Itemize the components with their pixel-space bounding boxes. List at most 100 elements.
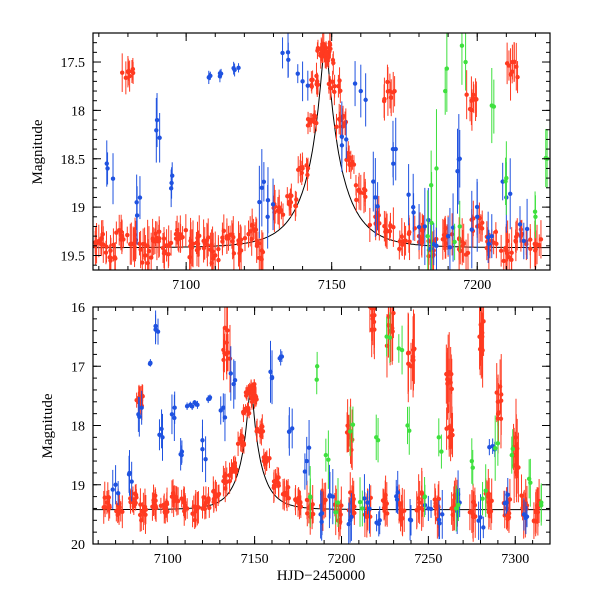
top-red-point <box>328 85 333 91</box>
bottom-red-point <box>246 405 251 411</box>
top-blue-point <box>344 137 349 142</box>
bottom-red-point <box>114 508 119 514</box>
top-blue-point <box>428 246 433 252</box>
top-panel-frame <box>92 32 551 271</box>
bottom-green-point <box>335 500 341 505</box>
bottom-red-point <box>499 392 504 397</box>
top-red-point <box>528 237 533 242</box>
bottom-green-point <box>439 449 444 454</box>
top-blue-point <box>154 128 159 133</box>
bottom-red-point <box>150 504 155 509</box>
bottom-red-point <box>153 504 158 509</box>
bottom-blue-point <box>179 449 185 454</box>
top-green-point <box>434 166 439 171</box>
top-blue-point <box>390 146 396 152</box>
bottom-panel-data <box>93 307 550 544</box>
bottom-red-point <box>505 516 510 522</box>
top-blue-point <box>474 204 480 210</box>
top-red-point <box>231 251 237 256</box>
bottom-blue-point <box>362 496 367 501</box>
bottom-red-point <box>271 485 276 490</box>
top-x-tick-label: 7100 <box>172 278 200 293</box>
top-red-point <box>150 236 155 242</box>
top-blue-point <box>508 191 513 196</box>
top-red-point <box>121 237 126 242</box>
top-red-point <box>164 243 169 248</box>
top-blue-point <box>300 79 305 84</box>
top-red-point <box>382 96 387 102</box>
top-red-point <box>197 233 202 239</box>
bottom-red-point <box>419 505 424 511</box>
top-series-blue <box>104 33 530 270</box>
bottom-blue-point <box>189 404 195 409</box>
bottom-red-point <box>239 434 245 440</box>
bottom-red-point <box>448 380 453 385</box>
bottom-red-point <box>372 313 377 318</box>
bottom-blue-point <box>437 521 442 526</box>
bottom-red-point <box>449 506 454 511</box>
top-red-point <box>388 95 394 100</box>
bottom-blue-point <box>502 501 508 506</box>
bottom-series-blue <box>110 310 530 544</box>
bottom-red-point <box>380 498 386 503</box>
bottom-green-point <box>399 347 405 353</box>
bottom-series-red <box>101 307 542 542</box>
bottom-red-point <box>173 494 179 500</box>
bottom-blue-point <box>277 356 282 361</box>
bottom-red-point <box>494 390 499 395</box>
top-blue-point <box>422 224 428 229</box>
bottom-red-point <box>304 497 310 503</box>
bottom-red-point <box>261 458 267 464</box>
top-blue-point <box>261 179 267 184</box>
top-red-point <box>103 250 109 255</box>
bottom-blue-point <box>481 525 486 530</box>
top-red-point <box>304 163 309 168</box>
bottom-green-point <box>436 435 441 440</box>
top-red-point <box>314 120 319 126</box>
top-red-point <box>249 236 254 242</box>
bottom-green-point <box>470 465 475 470</box>
top-red-point <box>376 221 381 226</box>
bottom-blue-point <box>115 490 121 496</box>
bottom-red-point <box>211 496 217 502</box>
top-red-point <box>279 208 284 213</box>
top-red-point <box>112 255 118 260</box>
top-red-point <box>238 248 244 253</box>
bottom-blue-point <box>110 487 115 492</box>
bottom-blue-point <box>222 415 228 420</box>
bottom-blue-point <box>136 412 141 417</box>
top-red-point <box>216 246 221 252</box>
bottom-red-point <box>285 485 291 490</box>
top-panel-ticks: 7100 7150 7200 17.5 18 18.5 19 19.5 <box>61 32 550 293</box>
bottom-red-point <box>489 498 494 504</box>
top-blue-point <box>485 235 491 240</box>
bottom-red-point <box>192 517 197 523</box>
bottom-x-tick-label: 7100 <box>154 552 182 567</box>
bottom-red-point <box>436 496 442 502</box>
bottom-red-point <box>296 496 301 501</box>
top-blue-point <box>524 226 530 232</box>
top-red-point <box>353 183 359 188</box>
top-red-point <box>143 253 148 258</box>
bottom-red-point <box>388 323 393 328</box>
bottom-blue-point <box>184 404 190 409</box>
top-red-point <box>173 231 179 237</box>
bottom-red-point <box>163 505 169 511</box>
top-red-point <box>399 234 405 239</box>
top-red-point <box>503 245 509 251</box>
top-red-point <box>397 239 403 244</box>
bottom-blue-point <box>129 479 134 484</box>
bottom-blue-point <box>346 521 351 527</box>
bottom-red-point <box>336 517 342 523</box>
bottom-green-point <box>314 377 319 382</box>
top-red-point <box>187 255 192 260</box>
top-y-tick-label: 18.5 <box>61 153 86 168</box>
top-red-point <box>138 247 143 252</box>
bottom-red-point <box>399 508 404 513</box>
top-red-point <box>180 234 185 240</box>
top-blue-point <box>517 222 523 227</box>
top-blue-point <box>137 195 143 200</box>
top-red-point <box>392 89 397 94</box>
top-blue-point <box>416 224 422 230</box>
bottom-blue-point <box>302 469 308 474</box>
